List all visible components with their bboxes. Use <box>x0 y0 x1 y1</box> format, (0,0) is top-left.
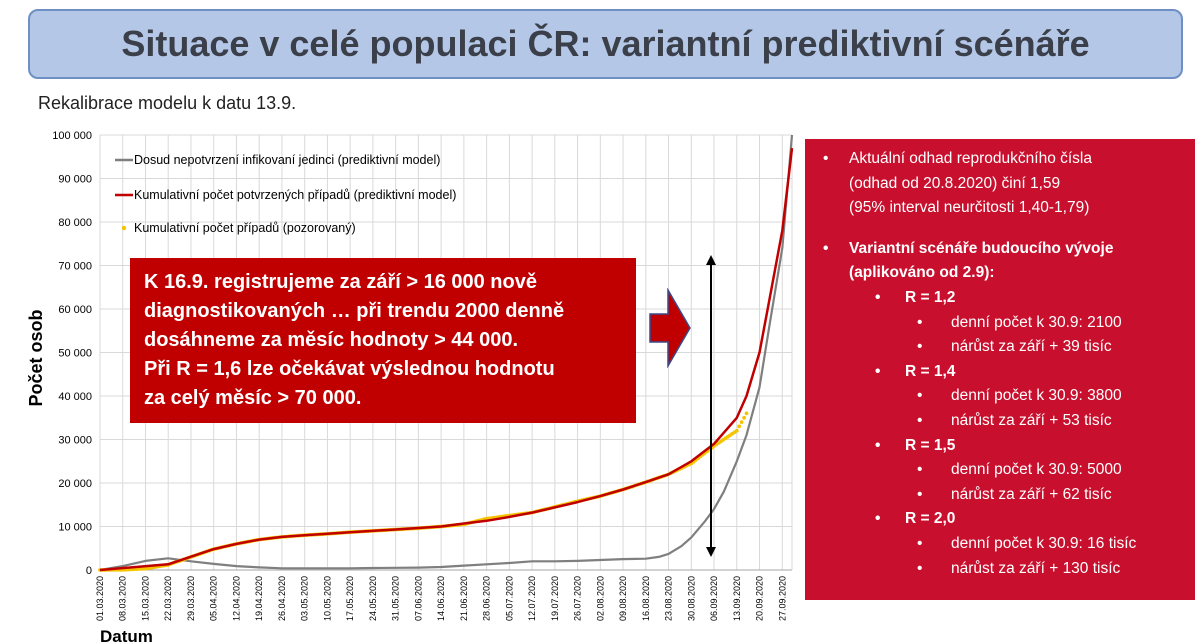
x-tick-label: 30.08.2020 <box>686 576 696 621</box>
y-tick-label: 90 000 <box>58 174 92 186</box>
scenario-growth: nárůst za září + 53 tisíc <box>815 409 1185 434</box>
x-tick-label: 27.09.2020 <box>777 576 787 621</box>
x-tick-label: 09.08.2020 <box>618 576 628 621</box>
x-tick-label: 01.03.2020 <box>95 576 105 621</box>
x-tick-label: 14.06.2020 <box>436 576 446 621</box>
x-tick-label: 23.08.2020 <box>664 576 674 621</box>
x-tick-label: 26.07.2020 <box>573 576 583 621</box>
y-tick-labels: 0 10 000 20 000 30 000 40 000 50 000 60 000 70 … <box>52 130 92 577</box>
annotation-arrowhead-bottom <box>706 547 716 557</box>
scenarios-heading: Variantní scénáře budoucího vývoje <box>815 237 1185 262</box>
x-tick-label: 03.05.2020 <box>300 576 310 621</box>
x-tick-label: 31.05.2020 <box>391 576 401 621</box>
observed-point <box>739 420 744 424</box>
right-arrow-icon <box>649 288 691 368</box>
legend-label: Dosud nepotvrzení infikovaní jedinci (pr… <box>134 153 440 167</box>
observed-point <box>742 415 746 420</box>
y-tick-label: 30 000 <box>58 435 92 447</box>
scenario-growth: nárůst za září + 39 tisíc <box>815 335 1185 360</box>
x-tick-label: 24.05.2020 <box>368 576 378 621</box>
callout-line: za celý měsíc > 70 000. <box>144 387 362 409</box>
x-tick-label: 05.04.2020 <box>209 576 219 621</box>
x-tick-label: 07.06.2020 <box>413 576 423 621</box>
x-tick-label: 02.08.2020 <box>595 576 605 621</box>
x-tick-label: 12.07.2020 <box>527 576 537 621</box>
y-tick-label: 60 000 <box>58 304 92 316</box>
x-tick-labels: 01.03.2020 08.03.2020 15.03.2020 22.03.2020… <box>95 576 787 621</box>
observed-point <box>734 428 739 433</box>
x-tick-label: 17.05.2020 <box>345 576 355 621</box>
scenario-label: R = 1,2 <box>815 286 1185 311</box>
scenario-label: R = 1,4 <box>815 360 1185 385</box>
x-tick-label: 08.03.2020 <box>118 576 128 621</box>
legend-label: Kumulativní počet potvrzených případů (p… <box>134 188 456 202</box>
callout-line: dosáhneme za měsíc hodnoty > 44 000. <box>144 329 519 351</box>
x-tick-label: 16.08.2020 <box>641 576 651 621</box>
scenario-daily: denní počet k 30.9: 3800 <box>815 384 1185 409</box>
observed-point <box>737 424 742 429</box>
x-tick-label: 19.07.2020 <box>550 576 560 621</box>
x-tick-label: 29.03.2020 <box>186 576 196 621</box>
info-panel: Aktuální odhad reprodukčního čísla (odha… <box>805 139 1195 600</box>
y-tick-label: 70 000 <box>58 261 92 273</box>
x-tick-label: 26.04.2020 <box>277 576 287 621</box>
y-tick-label: 10 000 <box>58 522 92 534</box>
scenario-daily: denní počet k 30.9: 16 tisíc <box>815 532 1185 557</box>
x-tick-label: 05.07.2020 <box>504 576 514 621</box>
series-layer <box>98 134 794 572</box>
callout-line: Při R = 1,6 lze očekávat výslednou hodno… <box>144 358 555 380</box>
scenario-daily: denní počet k 30.9: 5000 <box>815 458 1185 483</box>
legend: Dosud nepotvrzení infikovaní jedinci (pr… <box>115 153 456 235</box>
x-tick-label: 22.03.2020 <box>163 576 173 621</box>
y-tick-label: 20 000 <box>58 478 92 490</box>
x-tick-label: 20.09.2020 <box>755 576 765 621</box>
scenario-label: R = 1,5 <box>815 434 1185 459</box>
y-tick-label: 40 000 <box>58 391 92 403</box>
callout-line: diagnostikovaných … při trendu 2000 denn… <box>144 300 565 322</box>
y-tick-label: 100 000 <box>52 130 92 142</box>
scenario-label: R = 2,0 <box>815 507 1185 532</box>
x-tick-label: 19.04.2020 <box>254 576 264 621</box>
x-tick-label: 28.06.2020 <box>482 576 492 621</box>
callout-line: K 16.9. registrujeme za září > 16 000 no… <box>144 271 537 293</box>
scenario-growth: nárůst za září + 62 tisíc <box>815 483 1185 508</box>
title-banner: Situace v celé populaci ČR: variantní pr… <box>28 9 1183 79</box>
info-line: (95% interval neurčitosti 1,40-1,79) <box>849 199 1090 217</box>
y-axis-label: Počet osob <box>26 309 46 406</box>
x-tick-label: 21.06.2020 <box>459 576 469 621</box>
x-tick-label: 12.04.2020 <box>231 576 241 621</box>
legend-label: Kumulativní počet případů (pozorovaný) <box>134 221 356 235</box>
y-tick-label: 0 <box>86 565 92 577</box>
observed-point <box>744 411 749 416</box>
x-tick-label: 06.09.2020 <box>709 576 719 621</box>
info-line: Aktuální odhad reprodukčního čísla <box>815 147 1185 172</box>
x-tick-label: 13.09.2020 <box>732 576 742 621</box>
x-axis-label: Datum <box>100 627 153 643</box>
callout-box: K 16.9. registrujeme za září > 16 000 no… <box>130 258 636 423</box>
x-tick-label: 10.05.2020 <box>322 576 332 621</box>
y-tick-label: 50 000 <box>58 348 92 360</box>
scenario-growth: nárůst za září + 130 tisíc <box>815 557 1185 582</box>
series-line-1 <box>99 147 794 572</box>
scenarios-heading: (aplikováno od 2.9): <box>849 264 995 282</box>
y-tick-label: 80 000 <box>58 217 92 229</box>
info-line: (odhad od 20.8.2020) činí 1,59 <box>849 174 1061 192</box>
annotation-arrowhead-top <box>706 255 716 265</box>
x-tick-label: 15.03.2020 <box>140 576 150 621</box>
scenario-daily: denní počet k 30.9: 2100 <box>815 311 1185 336</box>
legend-swatch <box>121 225 127 231</box>
page-title: Situace v celé populaci ČR: variantní pr… <box>121 23 1090 64</box>
subtitle: Rekalibrace modelu k datu 13.9. <box>38 93 297 113</box>
series-line-0 <box>99 134 794 572</box>
